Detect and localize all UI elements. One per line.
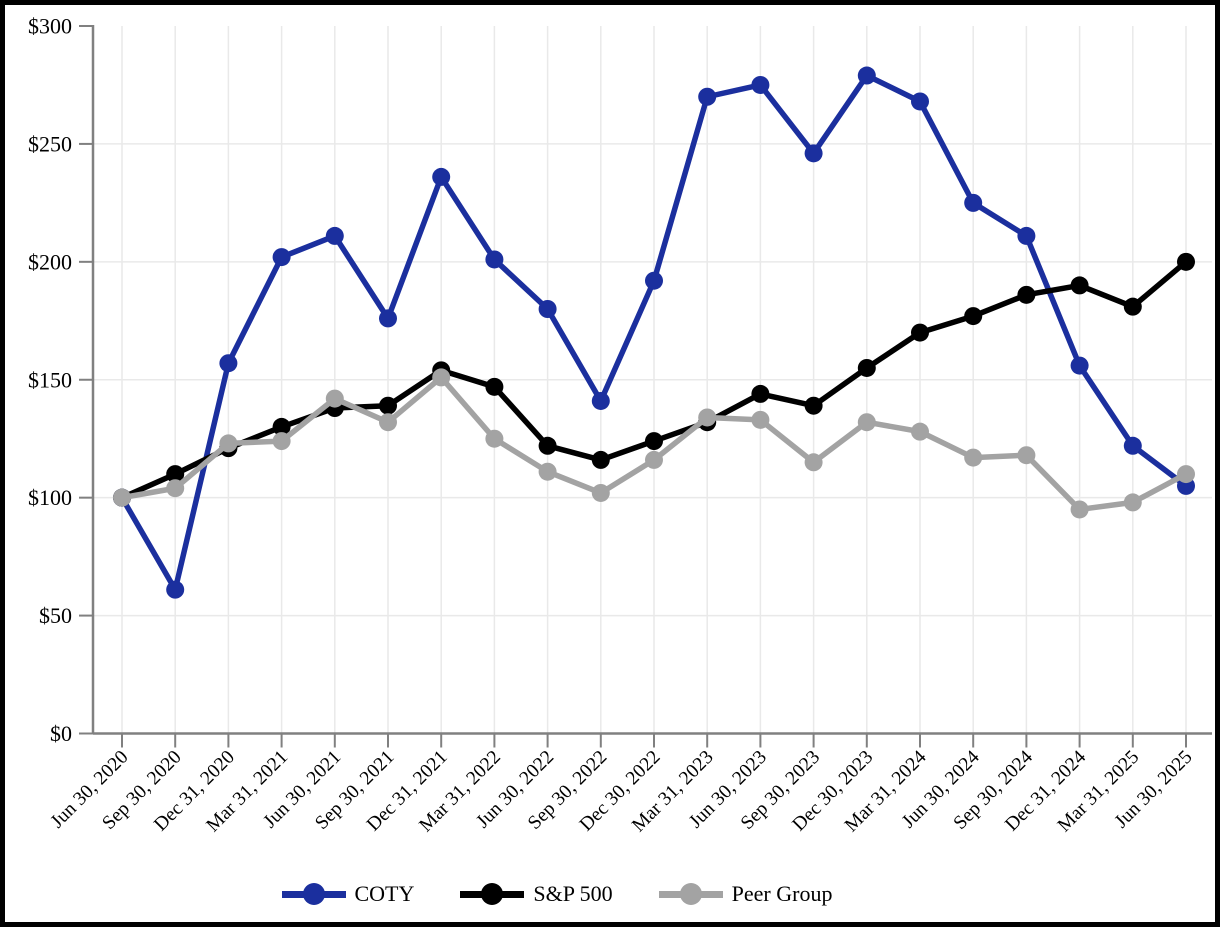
- peer-group-data-point: [272, 432, 291, 451]
- legend-label-peer-group: Peer Group: [731, 881, 833, 906]
- coty-data-point: [538, 300, 557, 318]
- sp500-line-marker: [460, 883, 525, 905]
- s-p-500-data-point: [804, 396, 823, 415]
- coty-line-marker: [281, 883, 346, 905]
- y-axis-label: $250: [28, 131, 72, 156]
- s-p-500-data-point: [645, 432, 663, 451]
- s-p-500-data-point: [591, 450, 610, 469]
- s-p-500-data-point: [857, 358, 876, 377]
- peer-group-data-point: [432, 368, 451, 387]
- coty-data-point: [1123, 436, 1142, 455]
- peer-group-data-point: [1017, 446, 1036, 465]
- peer-group-dot-marker: [679, 883, 702, 905]
- y-axis-label: $200: [28, 249, 72, 274]
- coty-data-point: [804, 144, 823, 163]
- peer-group-data-point: [964, 448, 983, 467]
- peer-group-data-point: [1177, 465, 1195, 484]
- coty-data-point: [432, 167, 451, 186]
- peer-group-data-point: [911, 422, 929, 441]
- coty-data-point: [1017, 226, 1036, 245]
- peer-group-data-point: [645, 450, 663, 469]
- s-p-500-data-point: [272, 417, 291, 436]
- peer-group-data-point: [379, 413, 397, 432]
- legend-label-coty: COTY: [354, 881, 415, 906]
- peer-group-line-marker: [658, 883, 723, 905]
- s-p-500-data-point: [1177, 252, 1195, 271]
- peer-group-data-point: [538, 462, 557, 481]
- y-axis-label: $100: [28, 485, 72, 510]
- s-p-500-data-point: [166, 465, 185, 484]
- s-p-500-data-point: [1123, 297, 1142, 316]
- peer-group-data-point: [325, 389, 344, 408]
- peer-group-data-point: [857, 413, 876, 432]
- s-p-500-data-point: [964, 307, 983, 326]
- coty-data-point: [166, 580, 185, 599]
- coty-data-point: [272, 248, 291, 267]
- s-p-500-data-point: [538, 436, 557, 455]
- peer-group-data-point: [1070, 500, 1089, 519]
- coty-data-point: [698, 87, 717, 106]
- s-p-500-data-point: [911, 323, 929, 342]
- s-p-500-data-point: [751, 384, 770, 403]
- coty-data-point: [485, 250, 504, 269]
- legend-label-sp500: S&P 500: [533, 881, 613, 906]
- coty-data-point: [591, 391, 610, 410]
- peer-group-data-point: [698, 408, 717, 427]
- coty-data-point: [219, 354, 238, 373]
- y-axis-label: $150: [28, 367, 72, 392]
- legend-item-coty: COTY: [281, 881, 415, 906]
- sp500-dot-marker: [481, 883, 504, 905]
- coty-data-point: [645, 271, 663, 290]
- peer-group-data-point: [219, 434, 238, 453]
- coty-data-point: [379, 309, 397, 328]
- peer-group-data-point: [591, 483, 610, 502]
- y-axis-label: $50: [39, 603, 72, 628]
- s-p-500-data-point: [485, 377, 504, 396]
- y-axis-label: $0: [50, 721, 72, 746]
- coty-data-point: [857, 66, 876, 85]
- coty-data-point: [325, 226, 344, 245]
- s-p-500-data-point: [379, 396, 397, 415]
- peer-group-data-point: [804, 453, 823, 472]
- coty-dot-marker: [302, 883, 325, 905]
- coty-data-point: [911, 92, 929, 111]
- peer-group-data-point: [1123, 493, 1142, 512]
- y-axis-label: $300: [28, 14, 72, 39]
- coty-data-point: [1070, 356, 1089, 375]
- legend-item-sp500: S&P 500: [460, 881, 613, 906]
- coty-data-point: [751, 75, 770, 94]
- legend-item-peer-group: Peer Group: [658, 881, 833, 906]
- peer-group-data-point: [751, 410, 770, 429]
- s-p-500-data-point: [1017, 285, 1036, 304]
- peer-group-data-point: [166, 479, 185, 498]
- peer-group-data-point: [113, 488, 131, 507]
- peer-group-data-point: [485, 429, 504, 448]
- coty-data-point: [964, 193, 983, 212]
- s-p-500-data-point: [1070, 276, 1089, 295]
- chart-legend: COTY S&P 500 Peer Group: [5, 883, 1215, 905]
